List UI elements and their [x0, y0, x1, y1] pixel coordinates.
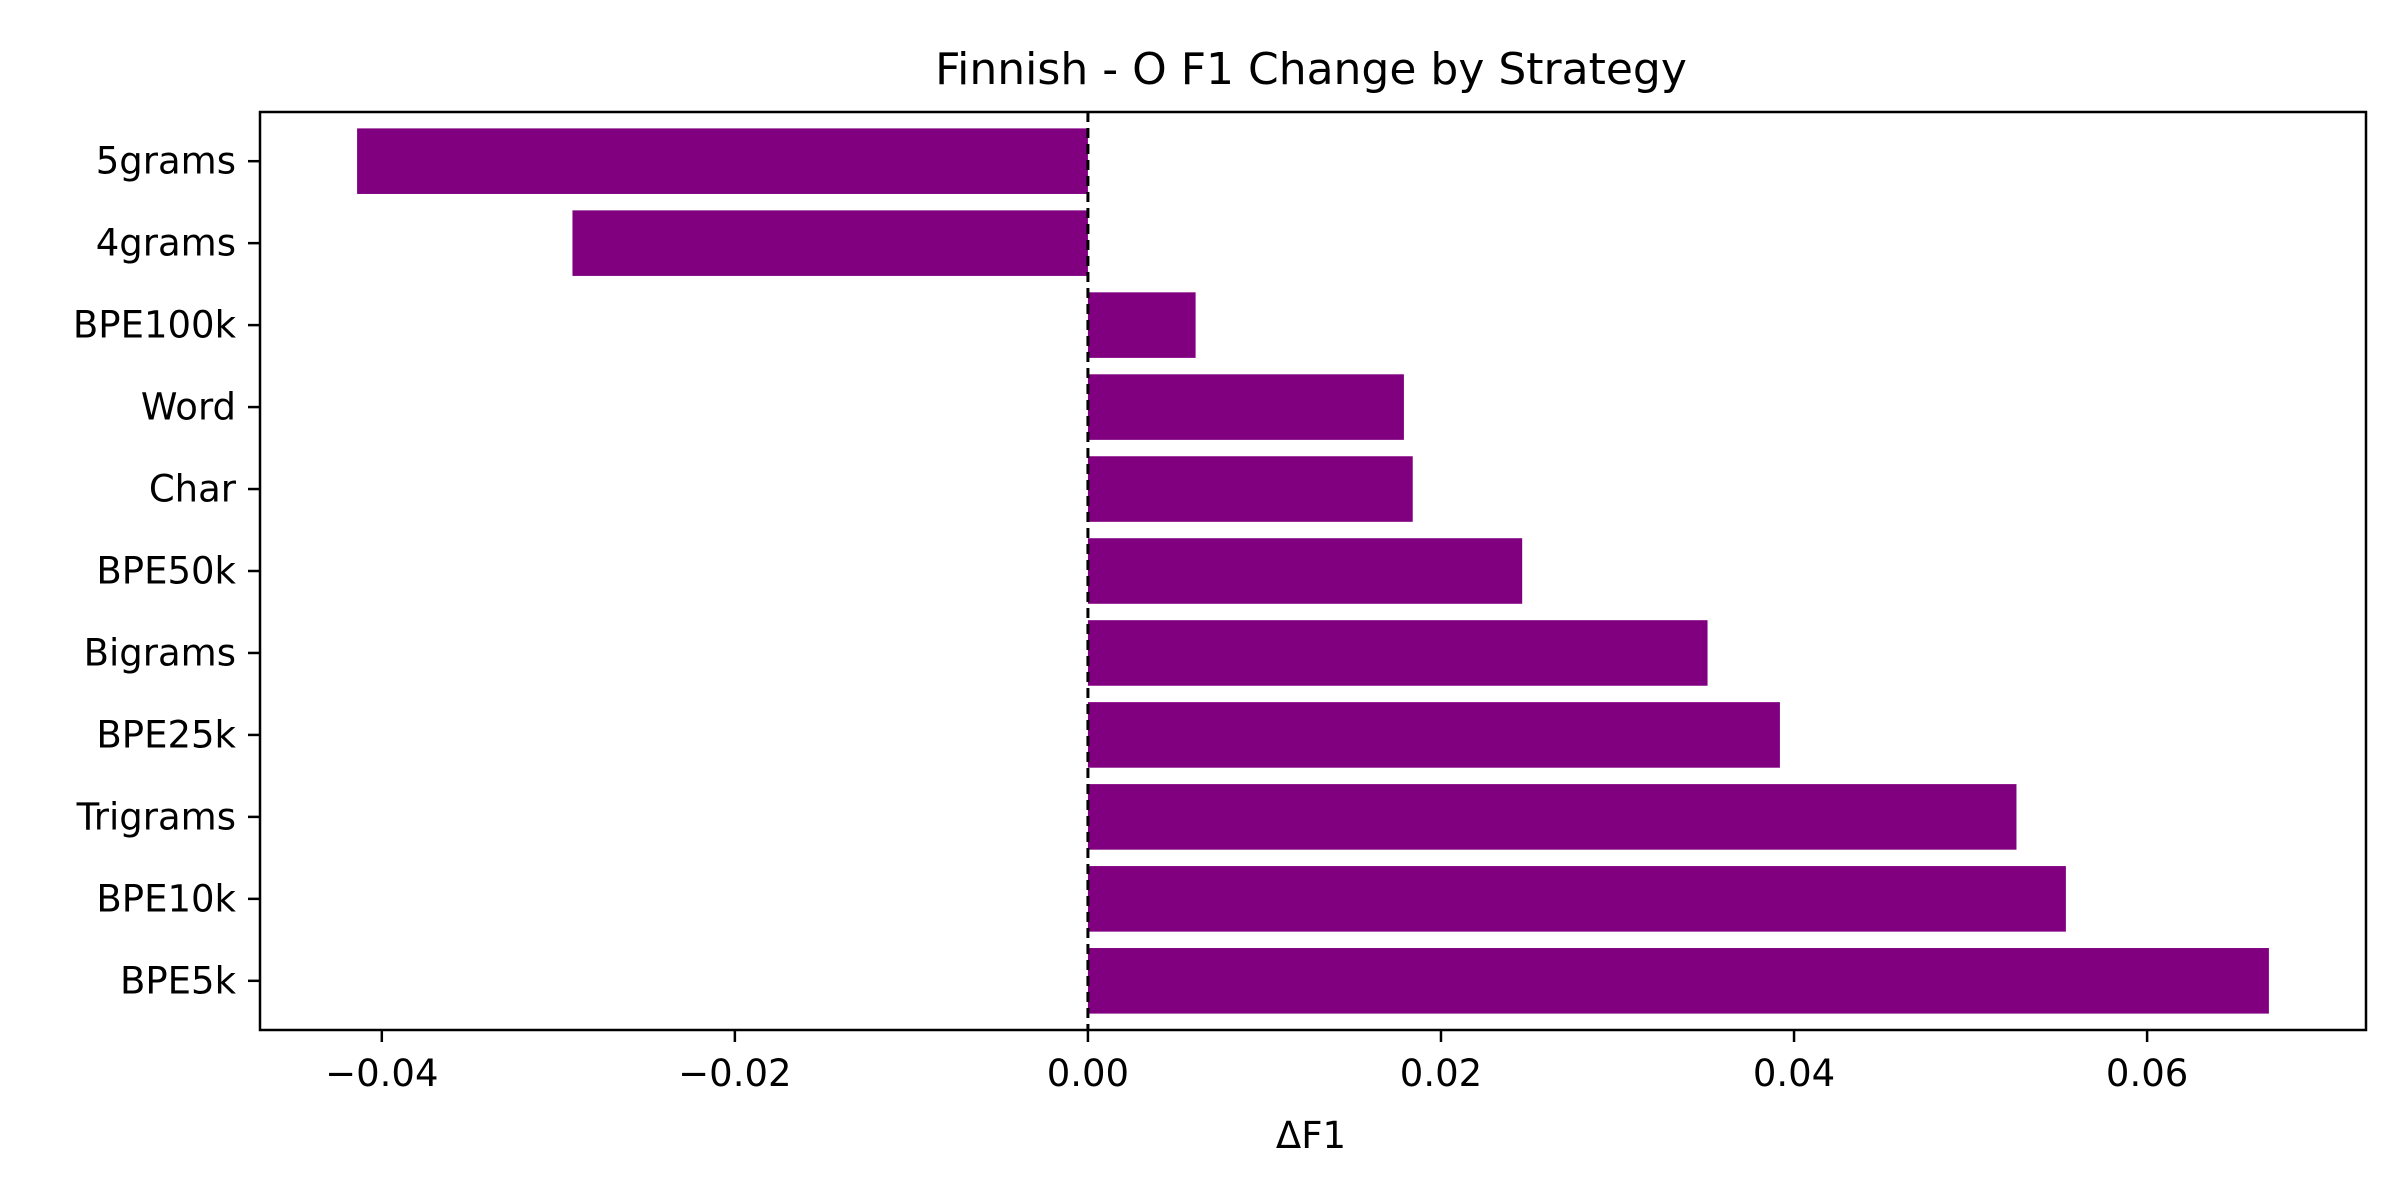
bar-bpe5k	[1087, 948, 2269, 1014]
bar-word	[1087, 374, 1404, 440]
y-tick-label: BPE10k	[96, 877, 236, 920]
y-tick-label: BPE5k	[120, 959, 237, 1002]
y-tick-label: BPE50k	[96, 550, 236, 593]
chart-title: Finnish - O F1 Change by Strategy	[935, 44, 1687, 95]
y-tick-label: 4grams	[96, 222, 236, 265]
x-tick-label: −0.02	[678, 1052, 791, 1095]
x-tick-label: 0.04	[1753, 1052, 1835, 1095]
x-tick-label: 0.06	[2106, 1052, 2188, 1095]
bar-trigrams	[1087, 784, 2017, 850]
bar-5grams	[357, 128, 1088, 194]
x-tick-label: −0.04	[325, 1052, 438, 1095]
y-tick-label: 5grams	[96, 140, 236, 183]
x-axis-label: ΔF1	[1276, 1114, 1346, 1157]
bar-bpe10k	[1087, 866, 2066, 932]
y-tick-label: BPE25k	[96, 713, 236, 756]
bar-bpe100k	[1087, 292, 1196, 358]
y-tick-label: Bigrams	[84, 631, 236, 674]
y-tick-label: Char	[149, 468, 237, 511]
bar-bpe50k	[1087, 538, 1523, 604]
y-tick-label: BPE100k	[73, 304, 237, 347]
x-tick-label: 0.02	[1400, 1052, 1482, 1095]
bar-bigrams	[1087, 620, 1708, 686]
bar-bpe25k	[1087, 702, 1780, 768]
x-tick-label: 0.00	[1047, 1052, 1129, 1095]
y-tick-label: Word	[141, 386, 236, 429]
axes-layer: 5grams 4grams BPE100k Word Char BPE50k Bigrams…	[73, 110, 2368, 1095]
bar-char	[1087, 456, 1413, 522]
y-tick-label: Trigrams	[76, 795, 236, 838]
bars-layer	[357, 128, 2269, 1014]
bar-4grams	[572, 210, 1088, 276]
